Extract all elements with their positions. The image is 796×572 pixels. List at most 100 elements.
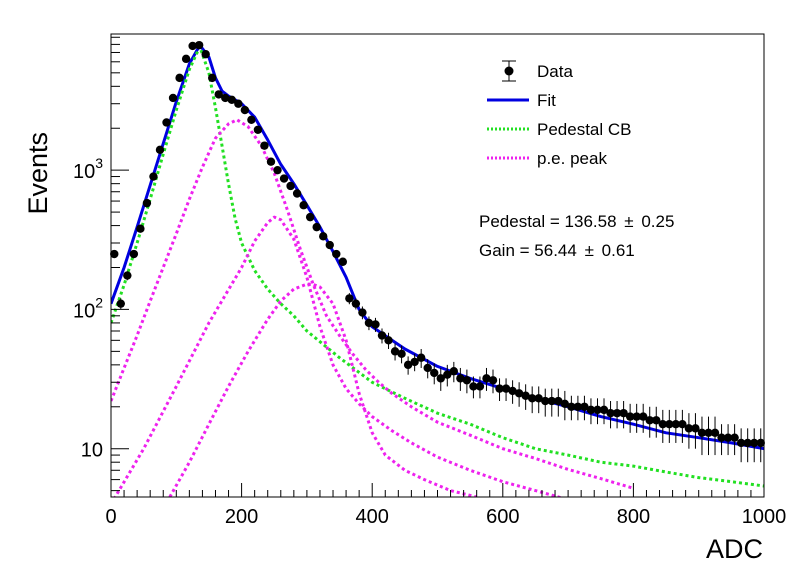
data-point [410, 353, 419, 372]
data-marker [449, 367, 459, 376]
x-tick-label: 0 [105, 506, 116, 528]
data-point [351, 298, 361, 310]
data-point [469, 376, 478, 399]
series-line-p-e-peak-3 [168, 282, 478, 497]
data-marker [260, 141, 269, 150]
data-marker [717, 433, 726, 442]
data-point [305, 212, 315, 222]
data-point [554, 388, 563, 417]
data-marker [443, 370, 452, 379]
data-marker [554, 396, 563, 406]
data-marker [652, 416, 661, 425]
data-point [638, 403, 648, 433]
data-marker [567, 402, 576, 411]
data-point [129, 249, 139, 259]
data-point [299, 201, 308, 210]
data-marker [253, 125, 263, 134]
data-marker [736, 438, 746, 448]
data-point [462, 369, 472, 394]
data-marker [750, 438, 759, 448]
data-point [358, 306, 367, 320]
data-marker [710, 428, 720, 438]
data-point [501, 378, 511, 402]
data-point [325, 240, 334, 250]
data-marker [423, 363, 432, 373]
data-marker [142, 198, 152, 208]
data-point [142, 198, 152, 208]
data-marker [332, 249, 341, 259]
data-point [332, 249, 341, 259]
data-point [750, 428, 759, 463]
data-marker [645, 416, 654, 425]
data-marker [684, 424, 694, 433]
data-marker [286, 181, 295, 191]
data-point [632, 403, 641, 433]
data-marker [573, 402, 583, 411]
data-marker [482, 374, 491, 383]
data-marker [671, 419, 681, 429]
x-axis-label: ADC [706, 534, 763, 564]
data-marker [704, 428, 713, 438]
data-marker [436, 374, 445, 383]
data-point [240, 105, 250, 115]
data-marker [390, 347, 400, 356]
data-marker [469, 382, 478, 391]
data-marker [175, 73, 184, 83]
y-tick-label: 10 [81, 440, 103, 462]
legend-swatch-marker [504, 66, 514, 76]
data-marker [560, 399, 570, 409]
data-point [136, 224, 145, 233]
y-tick-label: 102 [73, 294, 103, 322]
data-marker [208, 73, 217, 83]
data-marker [221, 93, 230, 103]
stat-gain-pm: ± [585, 241, 594, 260]
data-marker [612, 408, 622, 418]
data-point [312, 222, 321, 232]
stat-pedestal-err: 0.25 [641, 212, 674, 231]
legend-entry: Pedestal CB [487, 120, 632, 139]
data-point [527, 386, 537, 414]
data-marker [247, 115, 256, 124]
data-point [567, 395, 576, 421]
data-marker [678, 419, 687, 429]
legend-entry: Data [502, 60, 573, 82]
data-point [606, 401, 615, 429]
data-marker [240, 105, 250, 115]
x-tick-label: 200 [225, 506, 258, 528]
data-marker [116, 299, 125, 308]
data-point [416, 348, 426, 368]
data-marker [547, 396, 556, 406]
data-point [221, 93, 230, 103]
data-marker [110, 249, 119, 259]
data-point [475, 376, 485, 399]
data-marker [136, 224, 145, 233]
data-point [456, 367, 465, 391]
data-point [292, 189, 302, 198]
data-marker [658, 419, 667, 429]
stat-gain-label: Gain = 56.44 [479, 241, 577, 260]
data-point [717, 424, 726, 456]
data-point [208, 73, 217, 83]
data-point [736, 428, 746, 463]
data-point [756, 428, 765, 463]
data-point [645, 406, 654, 438]
legend-label: p.e. peak [537, 149, 607, 168]
stat-pedestal-pm: ± [624, 212, 633, 231]
data-point [678, 409, 687, 443]
y-axis-ticks: 10 102 103 [73, 36, 129, 492]
stat-gain-err: 0.61 [602, 241, 635, 260]
data-point [227, 95, 237, 105]
data-marker [501, 384, 511, 393]
x-tick-label: 800 [617, 506, 650, 528]
data-point [488, 369, 498, 394]
data-marker [541, 396, 550, 406]
data-marker [279, 174, 289, 183]
data-point [684, 413, 694, 449]
x-tick-label: 600 [486, 506, 519, 528]
legend: Data Fit Pedestal CB p.e. peak [487, 60, 632, 168]
data-marker [214, 90, 223, 99]
y-axis-label: Events [23, 132, 53, 215]
data-point [319, 232, 328, 241]
data-marker [358, 308, 367, 317]
